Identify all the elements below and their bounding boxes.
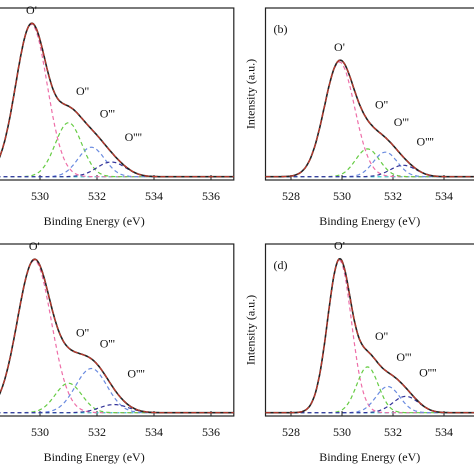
component-peak xyxy=(0,367,234,414)
x-tick-label: 532 xyxy=(88,189,106,203)
panel: 528530532534536Binding Energy (eV)(c)O'O… xyxy=(0,239,235,464)
x-axis-title: Binding Energy (eV) xyxy=(319,450,420,464)
plot-frame xyxy=(0,7,235,181)
x-tick-label: 530 xyxy=(31,189,49,203)
plot-frame xyxy=(264,7,474,181)
panel: 528530532534536Binding Energy (eV)(a)O'O… xyxy=(0,3,235,228)
component-peak xyxy=(0,259,234,414)
x-tick-label: 534 xyxy=(435,189,453,203)
x-tick-label: 532 xyxy=(384,189,402,203)
y-axis-title: Intensity (a.u.) xyxy=(243,59,257,129)
panel: 528 530 532 534 Binding Energy (eV) Intensity… xyxy=(243,239,474,464)
component-peak xyxy=(0,382,234,414)
x-tick-label: 532 xyxy=(88,425,106,439)
x-axis-title: Binding Energy (eV) xyxy=(44,214,145,228)
x-tick-label: 534 xyxy=(145,425,163,439)
x-tick-label: 528 xyxy=(282,425,300,439)
peak-annotation: O' xyxy=(26,3,37,17)
component-peak xyxy=(265,385,474,414)
fit-envelope xyxy=(0,22,234,178)
peak-annotation: O'' xyxy=(375,98,388,112)
peak-annotation: O'''' xyxy=(419,365,436,379)
component-peak xyxy=(265,151,474,178)
peak-annotation: O'' xyxy=(76,84,89,98)
x-tick-label: 534 xyxy=(145,189,163,203)
x-tick-label: 530 xyxy=(31,425,49,439)
y-axis-title: Intensity (a.u.) xyxy=(243,295,257,365)
panel: 528 530 532 534 Binding Energy (eV) Intensity… xyxy=(243,7,474,228)
fit-envelope xyxy=(265,258,474,414)
peak-annotation: O'''' xyxy=(417,135,434,149)
peak-annotation: O''' xyxy=(100,107,115,121)
x-tick-label: 530 xyxy=(333,189,351,203)
peak-annotation: O' xyxy=(334,239,345,253)
x-tick-label: 534 xyxy=(435,425,453,439)
measured-curve xyxy=(265,59,474,178)
peak-annotation: O'' xyxy=(76,326,89,340)
x-tick-label: 536 xyxy=(202,189,220,203)
measured-curve xyxy=(0,258,234,414)
component-peak xyxy=(0,122,234,178)
component-peak xyxy=(265,164,474,178)
x-tick-label: 536 xyxy=(202,425,220,439)
panel-label: (d) xyxy=(274,258,288,272)
x-axis-title: Binding Energy (eV) xyxy=(319,214,420,228)
x-axis-title: Binding Energy (eV) xyxy=(44,450,145,464)
component-peak xyxy=(265,61,474,178)
plot-frame xyxy=(0,243,235,417)
peak-annotation: O'''' xyxy=(127,367,144,381)
peak-annotation: O''' xyxy=(100,337,115,351)
plot-frame xyxy=(264,243,474,417)
component-peak xyxy=(265,148,474,178)
measured-curve xyxy=(265,257,474,414)
peak-annotation: O''' xyxy=(394,115,409,129)
component-peak xyxy=(265,259,474,414)
peak-annotation: O' xyxy=(29,239,40,253)
fit-envelope xyxy=(265,59,474,178)
fit-envelope xyxy=(0,258,234,414)
component-peak xyxy=(265,395,474,414)
peak-annotation: O' xyxy=(334,40,345,54)
peak-annotation: O'' xyxy=(375,329,388,343)
x-tick-label: 532 xyxy=(384,425,402,439)
component-peak xyxy=(0,23,234,178)
peak-annotation: O'''' xyxy=(125,130,142,144)
x-tick-label: 528 xyxy=(282,189,300,203)
panel-label: (b) xyxy=(274,22,288,36)
component-peak xyxy=(0,146,234,178)
measured-curve xyxy=(0,22,234,178)
peak-annotation: O''' xyxy=(396,350,411,364)
x-tick-label: 530 xyxy=(333,425,351,439)
